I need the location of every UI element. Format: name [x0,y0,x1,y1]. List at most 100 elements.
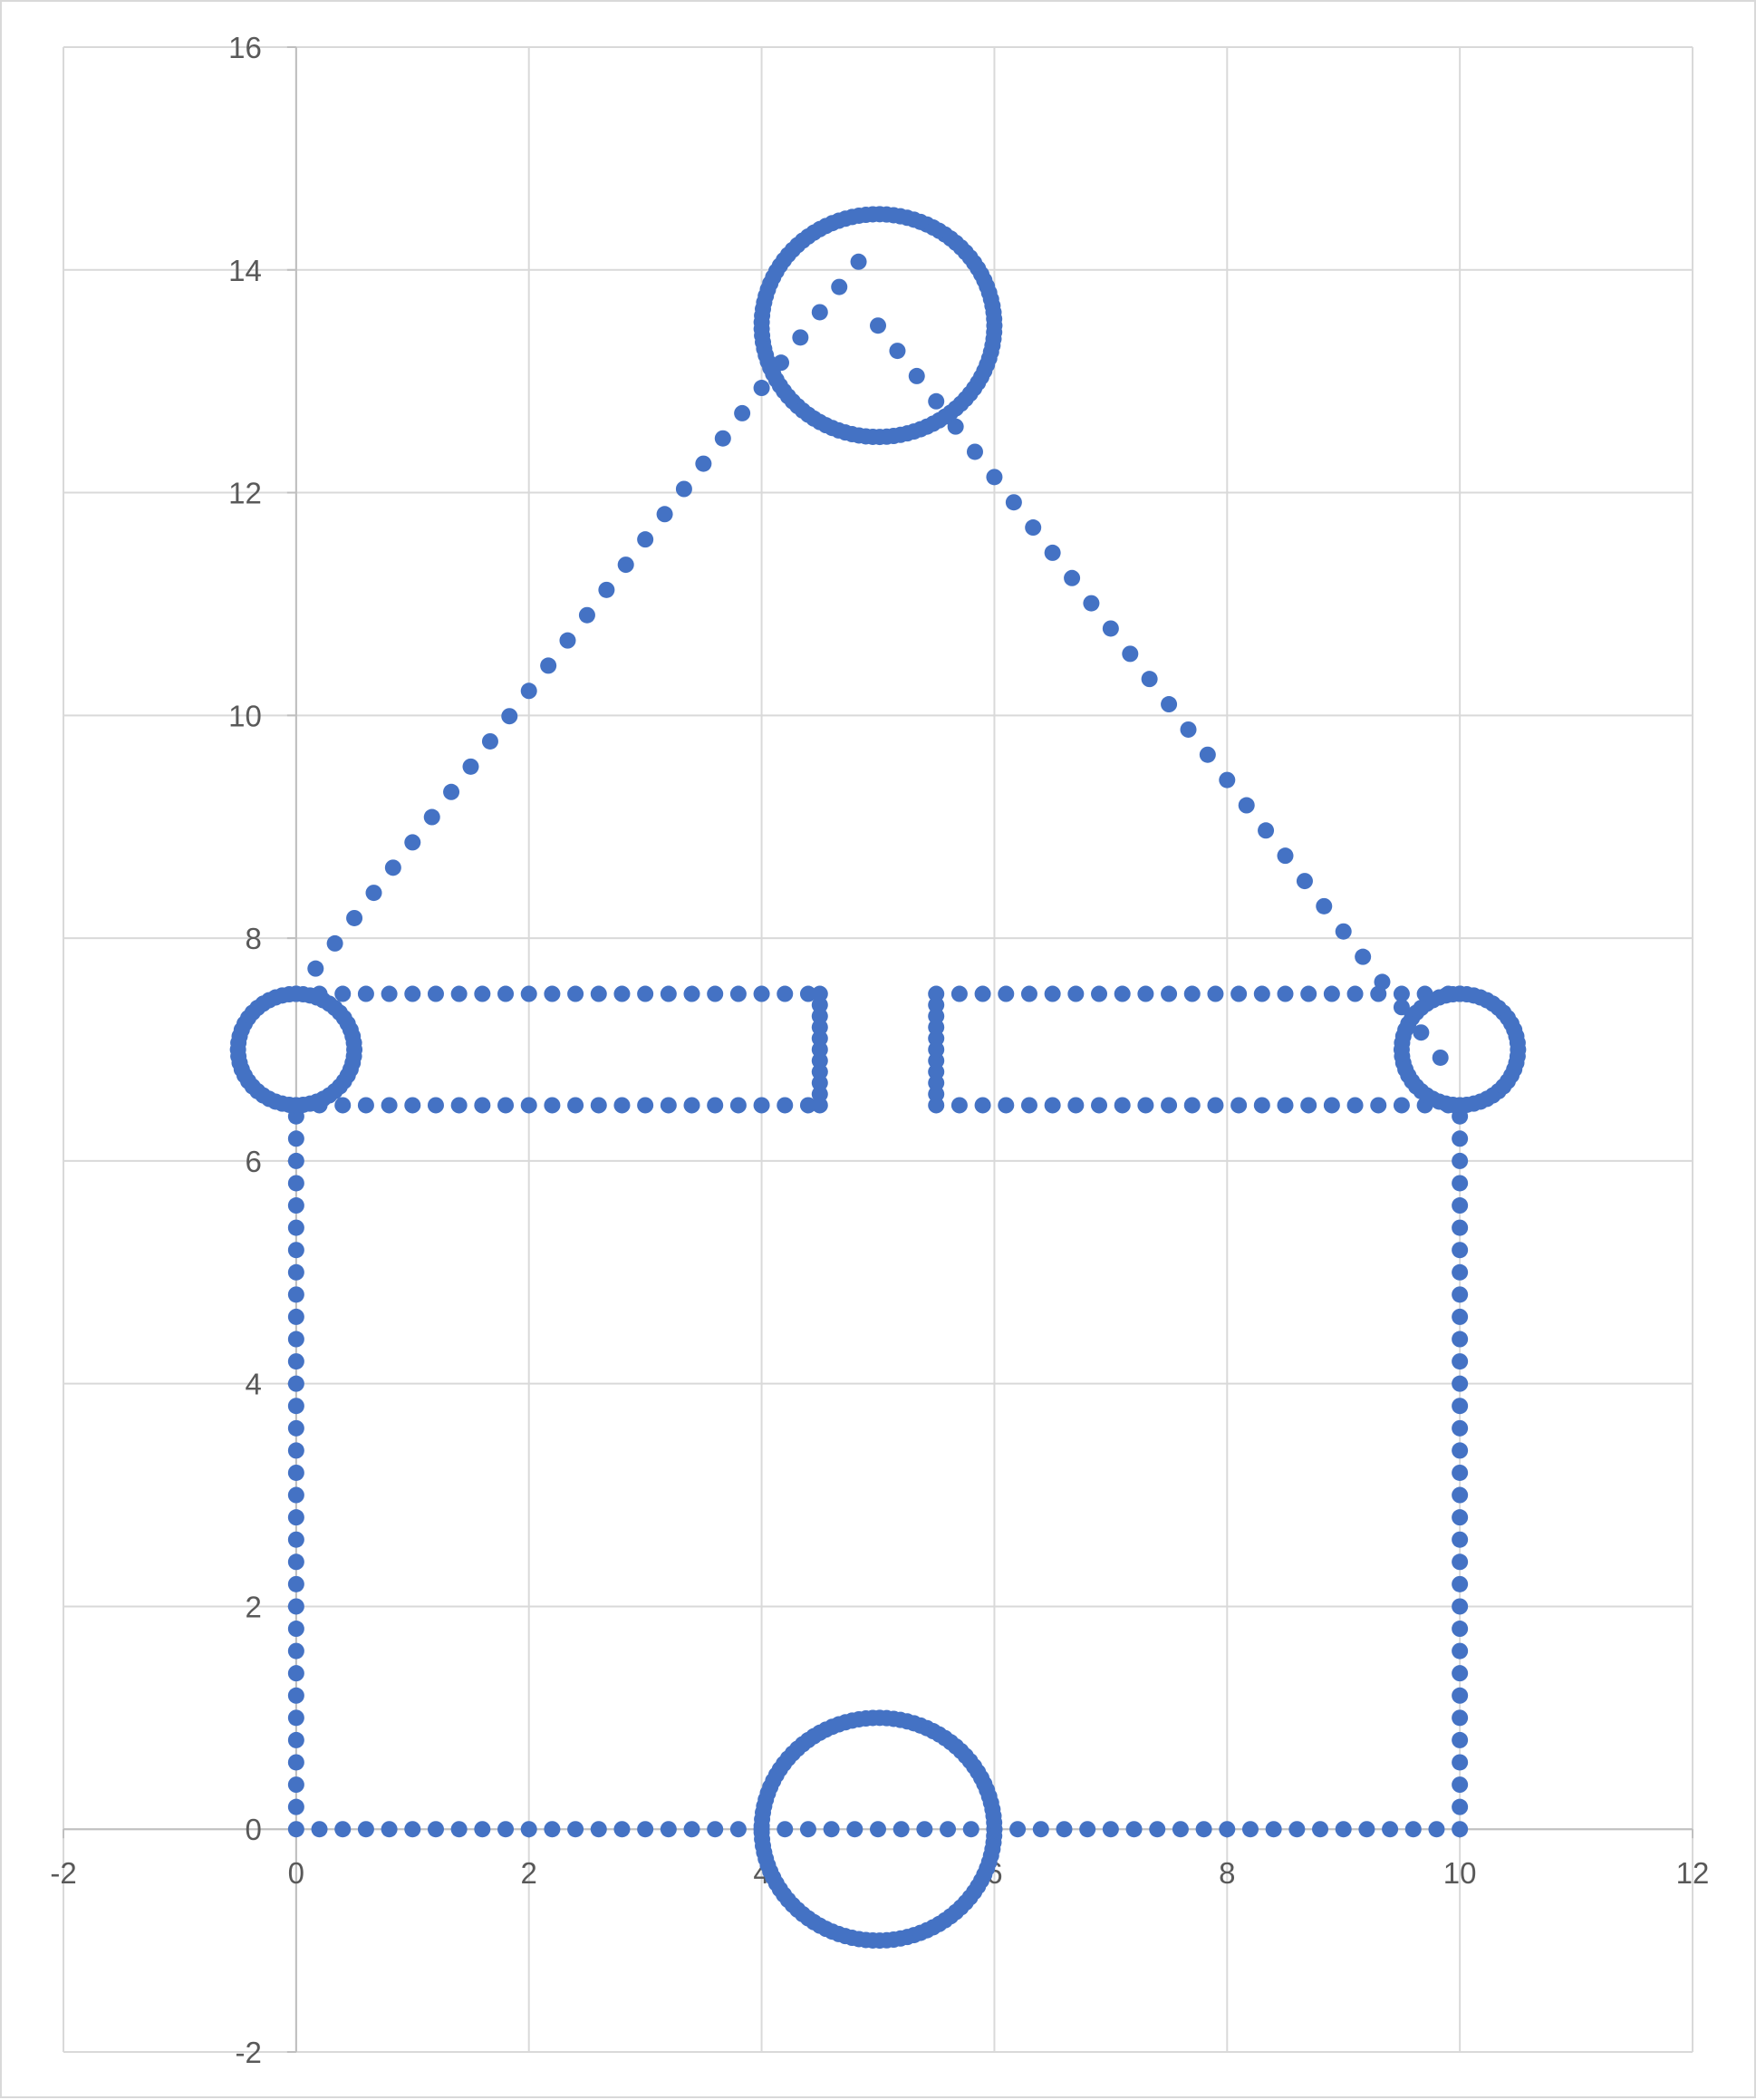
data-point [777,1821,794,1838]
data-point [287,1375,304,1392]
data-point [1199,746,1216,763]
data-point [1277,847,1294,865]
data-point [287,1621,304,1638]
data-point [734,404,751,421]
data-point [637,985,654,1002]
data-point [287,1130,304,1147]
data-point [287,1642,304,1660]
data-point [287,1598,304,1615]
data-point [1102,620,1119,637]
data-point [940,1821,957,1838]
data-point [823,1821,840,1838]
data-point [345,1048,362,1065]
data-point [1452,1509,1469,1526]
data-point [707,1821,724,1838]
data-point [1207,1097,1224,1114]
data-point [1393,1097,1410,1114]
data-point [567,985,584,1002]
data-point [287,1821,304,1838]
data-point [1452,1308,1469,1325]
data-point [540,657,557,674]
data-point [590,1097,607,1114]
data-point [1149,1821,1166,1838]
x-tick-label: 10 [1443,1856,1477,1890]
x-tick-label: -2 [50,1856,76,1890]
data-point [384,859,401,876]
data-point [1452,1442,1469,1459]
data-point [695,455,712,472]
y-tick-label: 2 [245,1590,261,1623]
data-point [777,1097,794,1114]
data-point [811,304,828,321]
data-point [974,1097,991,1114]
data-point [1452,1219,1469,1236]
data-point [1393,985,1410,1002]
data-point [287,1464,304,1481]
data-point [287,1152,304,1169]
data-point [1452,1175,1469,1192]
data-point [1323,985,1340,1002]
data-point [334,1821,352,1838]
data-point [1161,1097,1178,1114]
data-point [1452,1197,1469,1215]
data-point [1452,1731,1469,1748]
data-point [567,1821,584,1838]
data-point [986,324,1003,341]
data-point [1382,1821,1399,1838]
data-point [287,1776,304,1794]
data-point [1288,1821,1306,1838]
data-point [1452,1776,1469,1794]
data-point [846,1821,864,1838]
data-point [381,985,398,1002]
data-point [1346,1097,1364,1114]
data-point [892,1821,910,1838]
data-point [1452,1242,1469,1259]
data-point [986,469,1003,486]
data-point [1044,1097,1061,1114]
data-point [443,783,460,800]
data-point [1452,1642,1469,1660]
y-tick-label: 10 [228,699,262,732]
data-point [427,1821,444,1838]
data-point [1370,1097,1387,1114]
data-point [729,1097,747,1114]
data-point [287,1308,304,1325]
data-point [1056,1821,1073,1838]
data-point [287,1509,304,1526]
data-point [1312,1821,1329,1838]
data-point [1452,1821,1469,1838]
data-point [357,985,374,1002]
data-point [1452,1130,1469,1147]
data-point [950,1097,968,1114]
data-point [357,1097,374,1114]
data-point [497,1821,515,1838]
data-point [1452,1398,1469,1415]
data-point [1067,1097,1085,1114]
data-point [287,1219,304,1236]
data-point [1079,1821,1096,1838]
data-point [831,278,848,295]
data-point [287,1286,304,1303]
data-point [1452,1375,1469,1392]
data-point [1428,1821,1445,1838]
data-point [450,1821,468,1838]
data-point [1335,923,1352,940]
data-point [1091,1097,1108,1114]
data-point [950,985,968,1002]
data-point [1355,948,1372,965]
data-point [1230,985,1248,1002]
data-point [474,1821,491,1838]
data-point [1452,1798,1469,1815]
data-point [1452,1331,1469,1348]
data-point [1452,1665,1469,1682]
data-point [811,996,828,1013]
data-point [287,1263,304,1281]
data-point [637,531,654,548]
data-point [1253,985,1270,1002]
data-point [287,1398,304,1415]
data-point [1452,1598,1469,1615]
data-point [520,1097,537,1114]
data-point [287,1486,304,1504]
data-point [1219,771,1236,789]
